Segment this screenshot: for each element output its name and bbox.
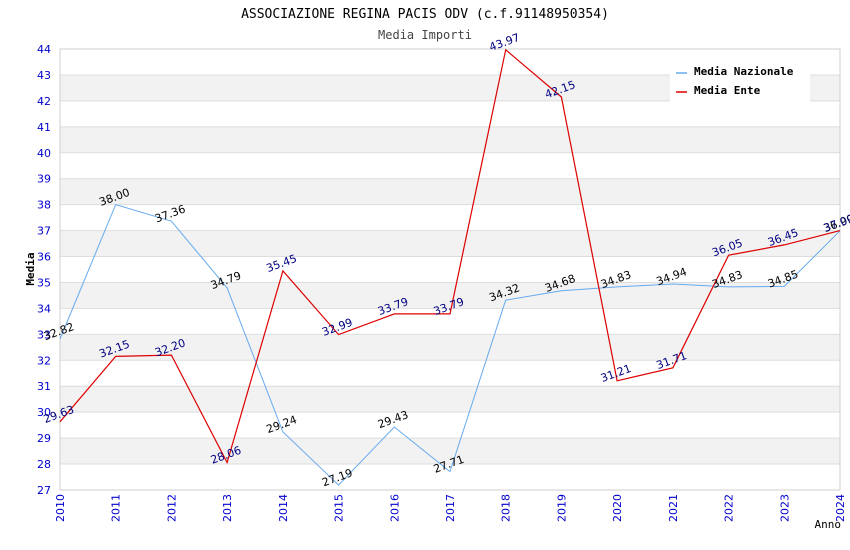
y-tick-label: 31 — [37, 380, 51, 393]
x-tick-label: 2021 — [667, 494, 680, 522]
x-tick-label: 2015 — [333, 494, 346, 522]
y-tick-label: 44 — [37, 43, 51, 56]
x-tick-label: 2020 — [611, 494, 624, 522]
data-label-nazionale: 27.19 — [320, 466, 354, 489]
grid-band — [60, 438, 840, 465]
grid-band — [60, 386, 840, 413]
y-tick-label: 35 — [37, 276, 51, 289]
data-label-nazionale: 29.24 — [265, 413, 299, 436]
y-tick-label: 32 — [37, 354, 51, 367]
data-label-ente: 31.21 — [599, 362, 633, 385]
x-axis-label: Anno — [815, 518, 842, 531]
y-tick-label: 28 — [37, 458, 51, 471]
x-tick-label: 2022 — [723, 494, 736, 522]
legend: Media Nazionale Media Ente — [670, 60, 810, 102]
y-tick-label: 30 — [37, 406, 51, 419]
y-tick-label: 38 — [37, 199, 51, 212]
y-tick-label: 33 — [37, 328, 51, 341]
x-tick-label: 2014 — [277, 494, 290, 522]
x-tick-label: 2013 — [221, 494, 234, 522]
data-label-nazionale: 37.36 — [153, 202, 187, 225]
y-axis-label: Media — [24, 252, 37, 285]
y-tick-label: 37 — [37, 225, 51, 238]
x-tick-label: 2011 — [110, 494, 123, 522]
plot-frame — [59, 48, 841, 491]
x-tick-label: 2024 — [834, 494, 847, 522]
grid-band — [60, 334, 840, 361]
grid-lines — [60, 48, 840, 491]
y-tick-label: 27 — [37, 484, 51, 497]
x-tick-label: 2016 — [388, 494, 401, 522]
y-tick-label: 41 — [37, 121, 51, 134]
y-tick-label: 43 — [37, 69, 51, 82]
x-tick-label: 2012 — [165, 494, 178, 522]
data-label-ente: 43.97 — [487, 31, 521, 54]
series-line-ente — [59, 48, 841, 465]
grid-bands — [60, 74, 840, 465]
legend-label-nazionale: Media Nazionale — [694, 65, 794, 78]
grid-band — [60, 178, 840, 205]
chart-title: ASSOCIAZIONE REGINA PACIS ODV (c.f.91148… — [241, 7, 609, 22]
grid-band — [60, 282, 840, 309]
chart-subtitle: Media Importi — [378, 28, 472, 42]
x-tick-label: 2017 — [444, 494, 457, 522]
y-tick-label: 29 — [37, 432, 51, 445]
legend-label-ente: Media Ente — [694, 84, 761, 97]
y-tick-label: 36 — [37, 251, 51, 264]
series-line-nazionale — [59, 203, 841, 486]
series-lines — [59, 48, 841, 486]
legend-box — [670, 60, 810, 102]
x-axis-ticks: 2010 2011 2012 2013 2014 2015 2016 2017 2018 2019… — [54, 494, 847, 522]
y-tick-label: 39 — [37, 173, 51, 186]
y-axis-ticks: 27 28 29 30 31 32 33 34 35 36 37 38 39 40 41 42 43 44 — [37, 43, 51, 497]
y-tick-label: 40 — [37, 147, 51, 160]
x-tick-label: 2023 — [778, 494, 791, 522]
y-tick-label: 34 — [37, 302, 51, 315]
x-tick-label: 2010 — [54, 494, 67, 522]
x-tick-label: 2019 — [555, 494, 568, 522]
x-tick-label: 2018 — [500, 494, 513, 522]
y-tick-label: 42 — [37, 95, 51, 108]
grid-band — [60, 126, 840, 153]
